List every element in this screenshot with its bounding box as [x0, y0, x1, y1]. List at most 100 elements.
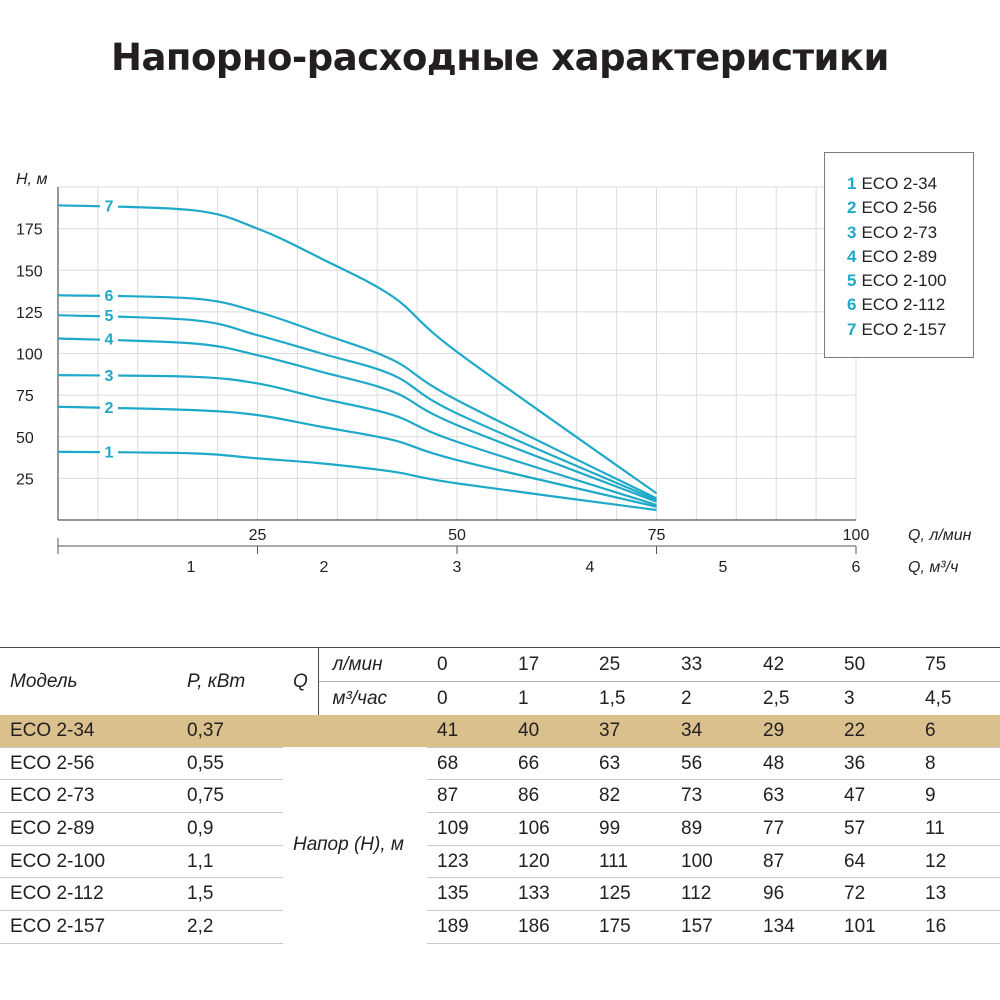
head-cell: 189: [427, 910, 508, 944]
x-tick-label: 75: [648, 527, 666, 544]
series-label-bg: [100, 195, 118, 216]
x-tick-label: 100: [843, 527, 870, 544]
head-cell: 134: [753, 910, 834, 944]
flow-m3-cell: 2,5: [753, 681, 834, 715]
head-label: Напор (H), м: [293, 834, 404, 856]
legend-item-name: ECO 2-56: [861, 198, 938, 218]
head-cell: 41: [427, 715, 508, 748]
table-row: ECO 2-89 0,9 109 106 99 89 77 57 11: [0, 812, 1000, 846]
series-label: 3: [105, 368, 114, 385]
legend-item: 5 ECO 2-100: [847, 269, 973, 293]
flow-m3-cell: 3: [834, 681, 915, 715]
head-cell: 8: [915, 746, 1000, 780]
head-cell: 48: [753, 746, 834, 780]
flow-lmin-cell: 42: [753, 647, 834, 682]
x2-tick-label: 5: [719, 559, 728, 576]
head-cell: 133: [508, 877, 589, 911]
head-cell: 68: [427, 746, 508, 780]
head-cell: 37: [589, 715, 671, 748]
head-cell: 29: [753, 715, 834, 748]
legend-item: 7 ECO 2-157: [847, 318, 973, 342]
table-row: ECO 2-100 1,1 123 120 111 100 87 64 12: [0, 844, 1000, 878]
model-cell: ECO 2-112: [0, 877, 177, 911]
head-cell: 109: [427, 812, 508, 846]
legend-item: 6 ECO 2-112: [847, 293, 973, 317]
table-row: ECO 2-112 1,5 135 133 125 112 96 72 13: [0, 877, 1000, 911]
y-tick-label: 50: [16, 430, 34, 447]
head-cell: 87: [427, 779, 508, 813]
legend-item-number: 3: [847, 222, 857, 242]
head-cell: 89: [671, 812, 753, 846]
series-label: 6: [105, 288, 114, 305]
power-cell: 1,1: [177, 844, 283, 878]
legend-item-name: ECO 2-73: [861, 222, 938, 242]
table-row: ECO 2-56 0,55 Напор (H), м 68 66 63 56 4…: [0, 746, 1000, 855]
y-tick-label: 75: [16, 388, 34, 405]
series-label: 2: [105, 400, 114, 417]
legend-item-number: 7: [847, 319, 857, 339]
series-line-7: [57, 204, 658, 495]
x2-tick-label: 3: [453, 559, 462, 576]
legend-item: 4 ECO 2-89: [847, 245, 973, 269]
head-cell: 16: [915, 910, 1000, 944]
table-header-row: м³/час 0 1 1,5 2 2,5 3 4,5: [0, 681, 1000, 715]
flow-m3-cell: 1: [508, 681, 589, 715]
head-cell: 36: [834, 746, 915, 780]
x2-tick-label: 2: [320, 559, 329, 576]
head-cell: 66: [508, 746, 589, 780]
head-cell: 111: [589, 844, 671, 878]
head-cell: 86: [508, 779, 589, 813]
head-cell: 87: [753, 844, 834, 878]
legend-item-number: 1: [847, 174, 857, 193]
head-cell: 99: [589, 812, 671, 846]
head-cell: 40: [508, 715, 589, 748]
legend-item-name: ECO 2-100: [861, 271, 947, 291]
head-cell: 135: [427, 877, 508, 911]
flow-lmin-cell: 75: [915, 647, 1000, 682]
power-cell: 0,55: [177, 746, 283, 780]
power-cell: 0,75: [177, 779, 283, 813]
head-cell: 63: [753, 779, 834, 813]
head-cell: 57: [834, 812, 915, 846]
legend-item: 3 ECO 2-73: [847, 221, 973, 245]
head-cell: 22: [834, 715, 915, 748]
flow-m3-cell: 2: [671, 681, 753, 715]
power-header: P, кВт: [177, 647, 283, 715]
power-cell: 0,9: [177, 812, 283, 846]
legend-item: 2 ECO 2-56: [847, 196, 973, 220]
unit-m3: м³/час: [317, 681, 427, 715]
table-row: ECO 2-34 0,37 41 40 37 34 29 22 6: [0, 715, 1000, 748]
head-cell: 96: [753, 877, 834, 911]
series-label-bg: [100, 396, 118, 417]
series-label-bg: [100, 328, 118, 349]
head-cell: 11: [915, 812, 1000, 846]
head-cell: 157: [671, 910, 753, 944]
power-cell: 2,2: [177, 910, 283, 944]
legend-item-number: 5: [847, 271, 857, 291]
power-cell: 0,37: [177, 715, 283, 748]
head-cell: 101: [834, 910, 915, 944]
series-line-5: [57, 314, 657, 502]
model-cell: ECO 2-56: [0, 746, 177, 780]
flow-m3-cell: 4,5: [915, 681, 1000, 715]
series-label-bg: [100, 365, 118, 386]
head-cell: 77: [753, 812, 834, 846]
legend-item-name: ECO 2-157: [861, 319, 947, 339]
table-row: ECO 2-73 0,75 87 86 82 73 63 47 9: [0, 779, 1000, 813]
series-label-bg: [100, 285, 118, 306]
x2-tick-label: 1: [187, 559, 196, 576]
head-cell: 120: [508, 844, 589, 878]
head-cell: 47: [834, 779, 915, 813]
table-header-row: Модель P, кВт Q л/мин 0 17 25 33 42 50 7…: [0, 647, 1000, 715]
flow-lmin-cell: 33: [671, 647, 753, 682]
specs-table: Модель P, кВт Q л/мин 0 17 25 33 42 50 7…: [0, 647, 1000, 944]
unit-lmin: л/мин: [317, 647, 427, 682]
head-cell: 186: [508, 910, 589, 944]
series-line-2: [57, 405, 657, 508]
head-cell: 13: [915, 877, 1000, 911]
y-tick-label: 25: [16, 471, 34, 488]
legend-item-number: 2: [847, 198, 857, 218]
series-line-6: [57, 294, 657, 500]
legend-item-number: 6: [847, 295, 857, 315]
